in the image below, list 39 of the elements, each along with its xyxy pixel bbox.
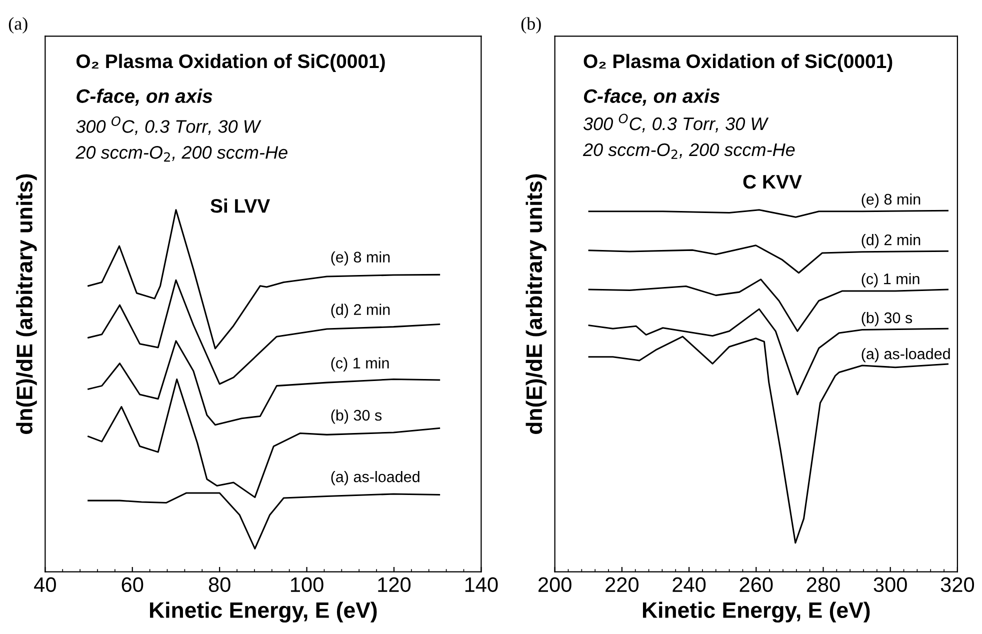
- series-label: (c) 1 min: [331, 357, 389, 372]
- series-label: (c) 1 min: [862, 273, 920, 288]
- series-label: (b) 30 s: [331, 409, 382, 424]
- y-axis-title: dn(E)/dE (arbitrary units): [16, 174, 37, 434]
- x-tick-label: 260: [740, 577, 773, 592]
- x-tick-label: 240: [672, 577, 706, 592]
- series-label: (d) 2 min: [862, 234, 920, 248]
- text: 300 $^{O}$C, 0.3 Torr, 30 W: [76, 116, 262, 136]
- x-tick-label: 300: [874, 577, 907, 592]
- x-tick-label: 60: [122, 577, 144, 592]
- chart-title: O₂ Plasma Oxidation of SiC(0001): [584, 54, 892, 72]
- series-label: (a) as-loaded: [331, 471, 420, 486]
- series-label: (e) 8 min: [862, 193, 920, 208]
- text: (b): [521, 17, 541, 34]
- chart-title: O₂ Plasma Oxidation of SiC(0001): [76, 54, 385, 72]
- text: 20 sccm-O$_{2}$, 200 sccm-He: [76, 146, 288, 162]
- y-axis-title: dn(E)/dE (arbitrary units): [526, 174, 546, 434]
- series-label: (e) 8 min: [331, 251, 390, 266]
- x-axis-title: Kinetic Energy, E (eV): [150, 602, 377, 623]
- series-label: (a) as-loaded: [862, 348, 950, 362]
- x-tick-label: 120: [378, 577, 411, 592]
- chart-subtitle: C-face, on axis: [584, 88, 720, 106]
- x-tick-label: 280: [806, 577, 840, 592]
- chart-subtitle: C-face, on axis: [76, 88, 212, 106]
- text: (a): [8, 17, 28, 34]
- annotation: Si LVV: [210, 198, 270, 213]
- series-label: (b) 30 s: [862, 312, 912, 326]
- x-tick-label: 320: [940, 577, 974, 592]
- x-tick-label: 200: [538, 577, 572, 592]
- x-tick-label: 140: [465, 577, 498, 592]
- x-tick-label: 80: [208, 577, 230, 592]
- series-label: (d) 2 min: [331, 304, 390, 318]
- x-tick-label: 220: [606, 577, 638, 592]
- text: C KVV: [743, 174, 802, 189]
- x-tick-label: 100: [290, 577, 324, 592]
- x-axis-title: Kinetic Energy, E (eV): [642, 602, 870, 623]
- text: 300 $^{O}$C, 0.3 Torr, 30 W: [583, 114, 769, 132]
- text: 20 sccm-O$_{2}$, 200 sccm-He: [582, 143, 795, 159]
- x-tick-label: 40: [34, 577, 56, 592]
